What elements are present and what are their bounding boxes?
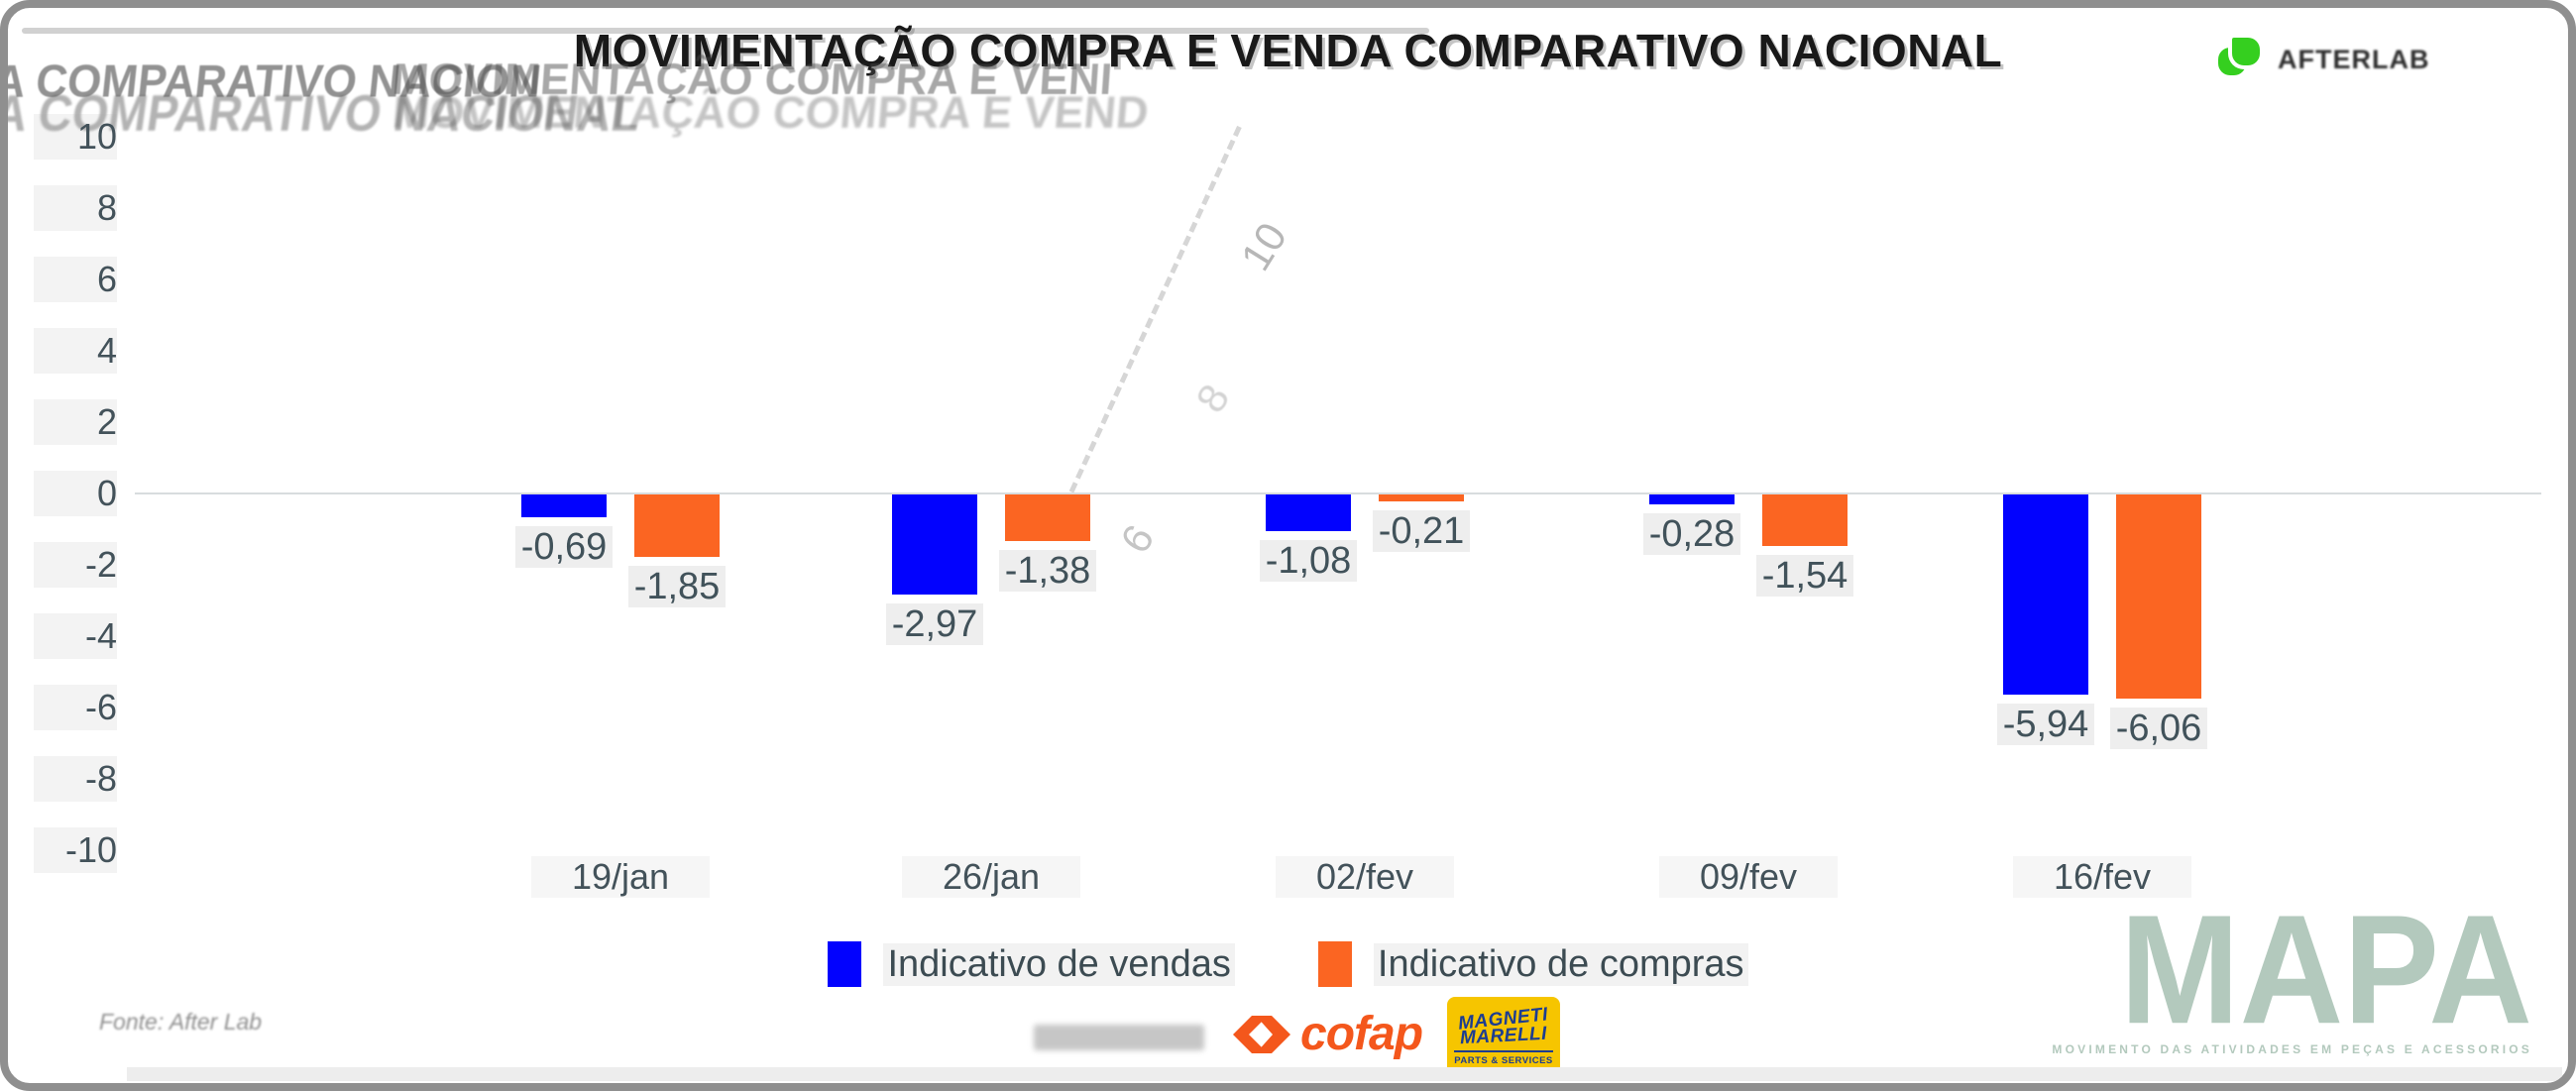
afterlab-logo-text: AFTERLAB — [2278, 44, 2430, 74]
vendas-bar — [1649, 494, 1735, 504]
zero-gridline — [135, 492, 2541, 494]
legend-item: Indicativo de vendas — [828, 941, 1235, 987]
bar-value-label: -6,06 — [2074, 708, 2243, 750]
y-axis-tick: 10 — [34, 114, 117, 160]
mapa-logo-title: MAPA — [2119, 882, 2532, 1056]
bar-value-label: -1,38 — [963, 550, 1132, 593]
x-axis-category: 26/jan — [902, 856, 1080, 898]
y-axis-tick: 4 — [34, 328, 117, 374]
cofap-logo: cofap — [1233, 1007, 1423, 1061]
bar-value-label: -0,69 — [480, 526, 648, 569]
y-axis-tick: 6 — [34, 257, 117, 302]
bar-value-label: -1,85 — [593, 566, 761, 608]
compras-bar — [1005, 494, 1090, 541]
compras-bar — [1379, 494, 1464, 501]
x-axis-category: 02/fev — [1276, 856, 1454, 898]
mapa-logo: MAPA MOVIMENTO DAS ATIVIDADES EM PEÇAS E… — [2052, 892, 2532, 1056]
legend-item: Indicativo de compras — [1317, 941, 1748, 987]
y-axis-tick: -8 — [34, 756, 117, 802]
bar-value-label: -1,08 — [1224, 540, 1393, 583]
bar-value-label: -5,94 — [1961, 704, 2130, 746]
magneti-marelli-line2: MARELLI — [1459, 1023, 1548, 1049]
ghost-frame-line — [22, 28, 1429, 34]
x-axis-category: 09/fev — [1659, 856, 1838, 898]
x-axis-category: 16/fev — [2013, 856, 2191, 898]
afterlab-logo: AFTERLAB — [2218, 38, 2429, 81]
vendas-bar — [892, 494, 977, 595]
bar-value-label: -1,54 — [1721, 555, 1889, 598]
chart-legend: Indicativo de vendas Indicativo de compra… — [8, 941, 2568, 987]
y-axis-tick: 2 — [34, 399, 117, 445]
chart-title: MOVIMENTAÇÃO COMPRA E VENDA COMPARATIVO … — [573, 25, 2003, 76]
y-axis-tick: -10 — [34, 827, 117, 873]
mapa-logo-subtitle: MOVIMENTO DAS ATIVIDADES EM PEÇAS E ACES… — [2052, 1042, 2532, 1056]
vendas-bar — [2003, 494, 2088, 695]
magneti-marelli-line3: PARTS & SERVICES — [1454, 1050, 1553, 1066]
bar-value-label: -0,28 — [1608, 513, 1776, 556]
vendas-bar — [521, 494, 607, 517]
bar-value-label: -2,97 — [850, 603, 1019, 646]
compras-bar — [634, 494, 720, 557]
afterlab-icon — [2218, 38, 2266, 81]
y-axis-tick: -2 — [34, 542, 117, 588]
y-axis-tick: -4 — [34, 613, 117, 659]
y-axis-tick: 8 — [34, 185, 117, 231]
legend-label: Indicativo de compras — [1373, 942, 1748, 986]
illegible-blurred-text — [1034, 1025, 1204, 1050]
legend-swatch — [1317, 941, 1352, 987]
magneti-marelli-logo: MAGNETI MARELLI PARTS & SERVICES — [1447, 997, 1560, 1080]
bar-value-label: -0,21 — [1337, 510, 1506, 553]
legend-swatch — [828, 941, 862, 987]
vendas-bar — [1266, 494, 1351, 531]
cofap-logo-text: cofap — [1300, 1008, 1423, 1060]
cofap-chevron-icon — [1233, 1015, 1290, 1053]
bottom-frame-strip — [127, 1067, 2562, 1081]
x-axis-category: 19/jan — [531, 856, 710, 898]
compras-bar — [2116, 494, 2201, 699]
legend-label: Indicativo de vendas — [883, 942, 1235, 986]
y-axis-tick: 0 — [34, 471, 117, 516]
bar-chart: 10 8 6 4 2 0 -2 -4 -6 -8 -10 19/jan 26/jan 02/fev 09/f… — [8, 8, 2568, 1083]
compras-bar — [1762, 494, 1848, 546]
y-axis-tick: -6 — [34, 685, 117, 730]
source-note: Fonte: After Lab — [99, 1009, 263, 1035]
